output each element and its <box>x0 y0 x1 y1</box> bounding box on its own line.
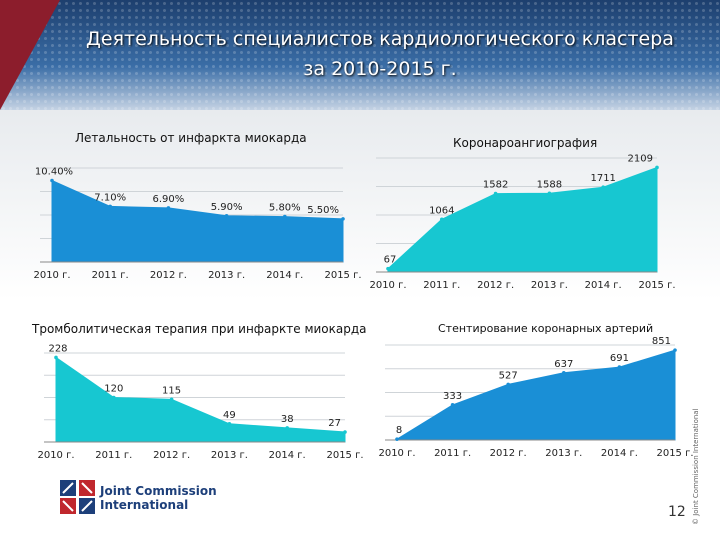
chart4-tick-label: 2014 г. <box>601 448 638 459</box>
chart2-data-label: 1588 <box>537 179 562 190</box>
chart4-point <box>395 437 399 441</box>
chart2-point <box>440 217 444 222</box>
chart3-tick-label: 2014 г. <box>269 450 306 461</box>
chart1-tick-label: 2011 г. <box>92 270 129 281</box>
chart4-tick-label: 2010 г. <box>378 448 415 459</box>
chart2-tick-label: 2010 г. <box>369 280 406 291</box>
chart4-point <box>562 370 566 375</box>
title-line-1: Деятельность специалистов кардиологическ… <box>86 28 674 50</box>
chart1-point <box>283 214 287 219</box>
chart1-title: Летальность от инфаркта миокарда <box>75 131 307 145</box>
chart4-tick-label: 2011 г. <box>434 448 471 459</box>
slide-title: Деятельность специалистов кардиологическ… <box>60 24 700 84</box>
chart2-series-area <box>387 166 658 273</box>
chart1-data-label: 5.90% <box>211 202 243 213</box>
page-number: 12 <box>668 504 686 520</box>
chart2-data-label: 1064 <box>429 205 454 216</box>
chart1-tick-label: 2014 г. <box>266 270 303 281</box>
chart2-point <box>386 266 390 271</box>
chart4-data-label: 8 <box>396 425 402 436</box>
chart2-data-label: 1582 <box>483 180 508 191</box>
chart2-point <box>493 191 498 196</box>
chart3-point <box>227 422 232 426</box>
chart2-tick-label: 2013 г. <box>531 280 568 291</box>
chart4-point <box>450 403 455 407</box>
chart2-tick-label: 2012 г. <box>477 280 514 291</box>
chart1-point <box>108 204 112 209</box>
chart1-data-label: 5.50% <box>307 205 339 216</box>
chart1-point <box>224 213 229 218</box>
chart3-tick-label: 2015 г. <box>326 450 363 461</box>
logo-text-2: International <box>100 498 189 512</box>
chart1-tick-label: 2013 г. <box>208 270 245 281</box>
chart4-point <box>506 382 511 387</box>
header-banner: Деятельность специалистов кардиологическ… <box>0 0 720 110</box>
chart2-tick-label: 2011 г. <box>423 280 460 291</box>
chart4-data-label: 691 <box>610 353 629 364</box>
chart3-data-label: 27 <box>328 418 341 429</box>
chart2-tick-label: 2015 г. <box>638 280 675 291</box>
chart2-title: Коронароангиография <box>453 136 598 150</box>
chart2-data-label: 67 <box>384 255 397 266</box>
chart3-title: Тромболитическая терапия при инфаркте ми… <box>32 322 367 336</box>
chart2-point <box>547 191 552 196</box>
chart1-point <box>341 217 345 221</box>
chart1-data-label: 6.90% <box>153 194 185 205</box>
chart3-data-label: 120 <box>104 384 123 395</box>
chart1-data-label: 5.80% <box>269 203 301 214</box>
chart3-tick-label: 2010 г. <box>37 450 74 461</box>
chart2-data-label: 1711 <box>590 173 615 184</box>
chart4-title: Стентирование коронарных артерий <box>438 322 654 335</box>
chart2-tick-label: 2014 г. <box>585 280 622 291</box>
chart3-data-label: 228 <box>48 343 67 354</box>
chart3-data-label: 115 <box>162 385 181 396</box>
chart3-tick-label: 2013 г. <box>211 450 248 461</box>
chart1-data-label: 10.40% <box>35 167 73 178</box>
chart4-tick-label: 2012 г. <box>490 448 527 459</box>
chart2-data-label: 2109 <box>628 153 653 164</box>
world-map-pattern <box>0 0 720 110</box>
chart4-point <box>673 348 677 352</box>
jci-logo-icon <box>60 480 95 514</box>
title-line-2: за 2010-2015 г. <box>303 58 457 80</box>
chart3-point <box>54 355 58 360</box>
chart3-data-label: 38 <box>281 414 294 425</box>
copyright-notice: © Joint Commission International <box>692 408 700 525</box>
chart2-point <box>655 165 659 170</box>
chart4-data-label: 527 <box>499 370 518 381</box>
header-accent <box>0 0 60 110</box>
chart3-point <box>112 395 116 400</box>
chart3-point <box>169 397 174 402</box>
jci-logo: Joint Commission International <box>60 480 217 518</box>
chart4-series-area <box>396 349 676 441</box>
chart4-data-label: 333 <box>443 391 462 402</box>
chart3-point <box>285 426 290 430</box>
chart4-point <box>617 365 622 369</box>
chart1-tick-label: 2015 г. <box>324 270 361 281</box>
chart1-data-label: 7.10% <box>94 192 126 203</box>
chart3-data-label: 49 <box>223 410 236 421</box>
logo-text-1: Joint Commission <box>100 484 217 498</box>
chart4-tick-label: 2015 г. <box>656 448 693 459</box>
chart3-point <box>343 430 347 434</box>
chart4-tick-label: 2013 г. <box>545 448 582 459</box>
chart3-series-area <box>55 356 346 443</box>
chart3-tick-label: 2011 г. <box>95 450 132 461</box>
chart4-data-label: 637 <box>554 359 573 370</box>
chart1-point <box>50 178 54 183</box>
chart1-point <box>166 206 171 210</box>
chart2-point <box>601 185 605 189</box>
chart3-tick-label: 2012 г. <box>153 450 190 461</box>
chart4-data-label: 851 <box>652 336 671 347</box>
chart1-tick-label: 2010 г. <box>33 270 70 281</box>
chart1-tick-label: 2012 г. <box>150 270 187 281</box>
